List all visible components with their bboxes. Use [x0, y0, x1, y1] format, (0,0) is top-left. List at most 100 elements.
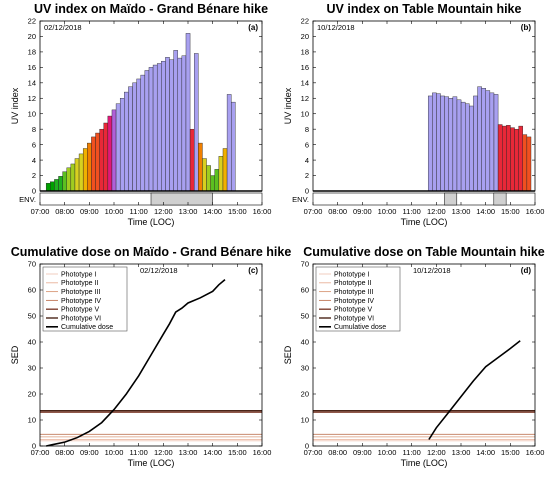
uv-bar: [497, 124, 503, 192]
x-axis-label: Time (LOC): [128, 458, 175, 468]
y-tick-label: 10: [28, 109, 36, 118]
panel-tag: (b): [521, 23, 532, 32]
legend-entry: Phototype I: [61, 271, 96, 278]
uv-bar: [50, 181, 55, 192]
x-tick-label: 15:00: [501, 448, 520, 457]
x-axis-label: Time (LOC): [401, 217, 448, 227]
cumulative-dose-line: [46, 278, 226, 447]
uv-bar: [107, 115, 113, 192]
uv-bar: [132, 82, 137, 192]
chart-title: UV index on Table Mountain hike: [327, 2, 522, 16]
y-tick-label: 14: [28, 79, 36, 88]
uv-bar: [193, 53, 199, 192]
x-tick-label: 11:00: [130, 448, 148, 457]
y-tick-label: 20: [28, 390, 36, 399]
uv-bar: [226, 94, 232, 192]
panel-dose-maido: Cumulative dose on Maïdo - Grand Bénare …: [10, 245, 291, 468]
uv-bar: [202, 158, 207, 192]
x-tick-label: 12:00: [427, 207, 446, 216]
x-tick-label: 10:00: [105, 448, 124, 457]
chart-title: Cumulative dose on Maïdo - Grand Bénare …: [11, 245, 292, 259]
legend-entry: Cumulative dose: [334, 324, 386, 331]
uv-bar: [218, 156, 224, 192]
y-tick-label: 40: [28, 338, 36, 347]
env-strip: [312, 192, 536, 206]
x-tick-label: 10:00: [105, 207, 124, 216]
env-span: [150, 192, 213, 206]
y-tick-label: 20: [301, 390, 309, 399]
y-tick-label: 20: [28, 32, 36, 41]
y-tick-label: 4: [305, 156, 309, 165]
legend-entry: Phototype V: [334, 307, 372, 314]
legend-entry: Phototype III: [61, 289, 100, 296]
uv-bar: [518, 125, 523, 192]
uv-bar: [231, 101, 236, 192]
panel-dose-table-mountain: Cumulative dose on Table Mountain hike 0 1…: [283, 245, 545, 468]
y-axis-label: UV index: [283, 87, 293, 124]
x-tick-label: 07:00: [304, 207, 323, 216]
uv-bar: [95, 132, 100, 192]
legend-entry: Phototype VI: [334, 315, 374, 322]
uv-bar: [448, 98, 454, 192]
y-tick-label: 6: [305, 140, 309, 149]
y-tick-label: 4: [32, 156, 36, 165]
y-tick-label: 2: [32, 171, 36, 180]
x-tick-label: 15:00: [501, 207, 520, 216]
uv-bar: [485, 90, 491, 192]
legend-box: [315, 266, 401, 332]
uv-bar: [465, 103, 470, 192]
y-tick-label: 50: [28, 312, 36, 321]
y-tick-label: 16: [301, 63, 309, 72]
x-tick-label: 15:00: [228, 448, 247, 457]
x-tick-label: 14:00: [203, 207, 222, 216]
y-tick-label: 20: [301, 32, 309, 41]
chart-title: Cumulative dose on Table Mountain hike: [303, 245, 545, 259]
uv-bar: [526, 136, 532, 192]
y-tick-label: 0: [305, 187, 309, 196]
x-tick-label: 11:00: [403, 207, 421, 216]
x-tick-label: 09:00: [353, 448, 372, 457]
legend-entry: Phototype III: [334, 289, 373, 296]
y-tick-label: 22: [301, 17, 309, 26]
uv-bar: [198, 142, 203, 192]
uv-bar: [74, 158, 80, 192]
plot-frame: [39, 263, 263, 447]
date-label: 02/12/2018: [140, 266, 178, 275]
uv-bar: [222, 148, 228, 192]
y-tick-label: 60: [28, 286, 36, 295]
uv-bar: [185, 33, 191, 192]
x-tick-label: 07:00: [31, 207, 50, 216]
uv-bar: [502, 125, 507, 192]
y-axis-label: SED: [283, 345, 293, 364]
uv-bar: [427, 95, 433, 192]
uv-bar: [165, 57, 170, 192]
env-span: [444, 192, 458, 206]
uv-bar: [210, 175, 215, 192]
uv-bar: [436, 93, 441, 192]
uv-bar: [78, 153, 84, 192]
date-label: 10/12/2018: [317, 23, 355, 32]
x-tick-label: 16:00: [526, 448, 545, 457]
uv-bar: [206, 165, 211, 192]
x-tick-label: 13:00: [179, 207, 198, 216]
uv-bar: [111, 109, 117, 192]
uv-bar: [103, 122, 109, 192]
uv-bar: [54, 179, 59, 192]
x-tick-label: 11:00: [403, 448, 421, 457]
uv-bar: [58, 176, 63, 192]
uv-bar: [440, 95, 445, 192]
uv-bar: [62, 171, 67, 192]
x-axis-label: Time (LOC): [401, 458, 448, 468]
uv-bar: [140, 74, 146, 192]
y-axis-label: SED: [10, 345, 20, 364]
y-tick-label: 70: [28, 260, 36, 269]
uv-bar: [189, 128, 195, 192]
y-tick-label: 30: [28, 364, 36, 373]
y-tick-label: 60: [301, 286, 309, 295]
x-tick-label: 09:00: [80, 448, 99, 457]
uv-bar: [493, 94, 499, 192]
y-tick-label: 14: [301, 79, 309, 88]
x-tick-label: 16:00: [526, 207, 545, 216]
uv-bar: [115, 103, 121, 192]
x-tick-label: 09:00: [80, 207, 99, 216]
